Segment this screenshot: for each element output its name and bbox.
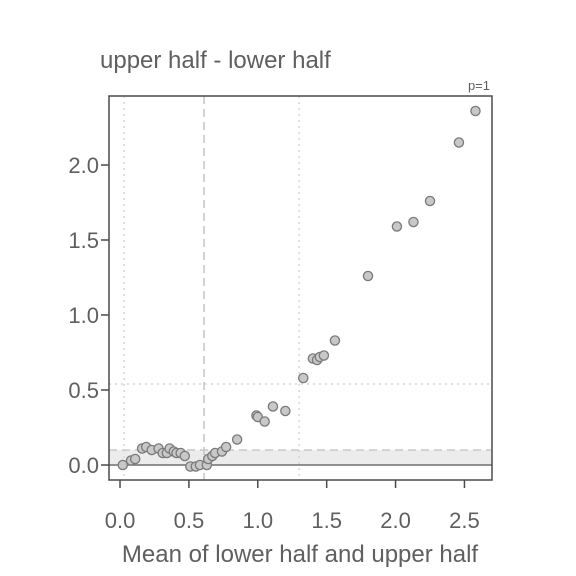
y-tick-label: 0.0 (68, 453, 99, 478)
y-tick-label: 2.0 (68, 153, 99, 178)
data-point (408, 216, 419, 228)
data-point (267, 401, 279, 412)
x-tick-label: 0.5 (174, 508, 205, 533)
data-point (329, 335, 341, 346)
data-point (391, 221, 403, 232)
data-point (179, 450, 191, 462)
data-point (453, 137, 465, 148)
x-tick-label: 2.0 (380, 508, 411, 533)
data-point (259, 416, 270, 427)
x-tick-label: 1.0 (242, 508, 273, 533)
x-axis-label: Mean of lower half and upper half (122, 541, 479, 568)
data-point (129, 453, 141, 465)
y-tick-label: 1.0 (68, 303, 99, 328)
x-tick-label: 1.5 (311, 508, 342, 533)
p-value-annotation: p=1 (468, 78, 490, 93)
data-point (117, 459, 129, 471)
y-tick-label: 0.5 (68, 378, 99, 403)
x-tick-label: 2.5 (449, 508, 480, 533)
data-point (280, 405, 291, 417)
data-point (424, 195, 436, 207)
data-point (220, 441, 232, 453)
data-point (231, 434, 243, 445)
data-point (470, 105, 481, 117)
data-point (362, 270, 374, 282)
chart-title: upper half - lower half (100, 47, 331, 74)
plot-frame (108, 95, 493, 481)
data-point (318, 350, 330, 361)
x-tick-label: 0.0 (105, 508, 136, 533)
data-point (298, 372, 309, 384)
y-tick-label: 1.5 (68, 228, 99, 253)
